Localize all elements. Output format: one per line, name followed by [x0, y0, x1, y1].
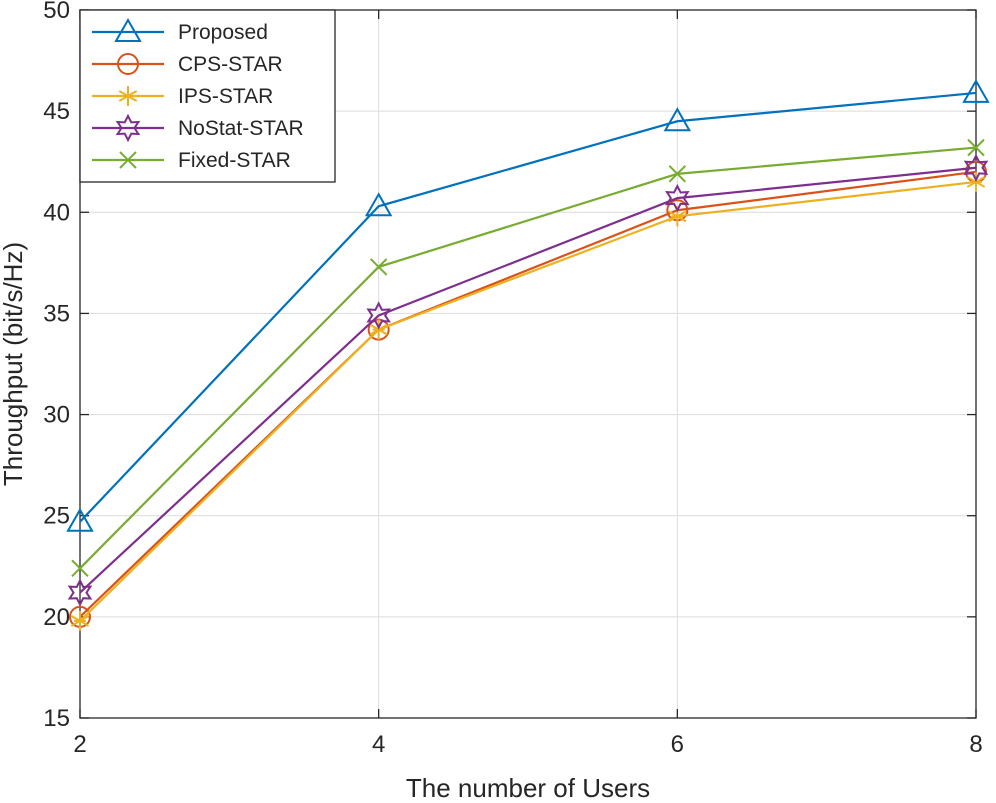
x-axis-label: The number of Users — [406, 773, 650, 803]
legend-label: Proposed — [178, 21, 268, 44]
series-ips-star — [70, 171, 986, 631]
legend-label: IPS-STAR — [178, 85, 273, 108]
triangle-marker — [962, 78, 990, 103]
x-tick-label: 6 — [671, 731, 684, 758]
y-tick-label: 25 — [43, 503, 70, 530]
legend-item-proposed: Proposed — [92, 17, 268, 44]
x-stroke — [967, 138, 985, 157]
series-line-fixed-star — [79, 146, 977, 570]
x-marker — [119, 151, 137, 169]
series-fixed-star — [71, 138, 985, 578]
legend-item-cps-star: CPS-STAR — [92, 53, 283, 76]
x-marker — [71, 559, 89, 578]
x-stroke — [71, 559, 89, 578]
x-tick-label: 2 — [73, 731, 86, 758]
y-tick-label: 45 — [43, 98, 70, 125]
series-line-proposed — [79, 91, 977, 523]
x-stroke — [119, 151, 137, 169]
series-line-ips-star — [79, 180, 977, 622]
x-marker — [967, 138, 985, 157]
y-axis-label: Throughput (bit/s/Hz) — [0, 242, 28, 486]
triangle-marker — [663, 107, 692, 132]
hexagram-marker — [366, 301, 391, 330]
y-tick-label: 50 — [43, 0, 70, 24]
series-nostat-star — [67, 153, 989, 607]
x-marker — [668, 165, 687, 183]
triangle-marker — [114, 17, 142, 42]
legend-item-fixed-star: Fixed-STAR — [92, 149, 291, 172]
y-tick-label: 35 — [43, 300, 70, 327]
hexagram-marker — [963, 153, 989, 182]
x-tick-label: 8 — [969, 731, 982, 758]
triangle-marker — [66, 507, 94, 532]
series-cps-star — [69, 160, 987, 628]
y-tick-label: 15 — [43, 705, 70, 732]
hexagram-marker — [115, 113, 141, 143]
legend-item-nostat-star: NoStat-STAR — [92, 113, 304, 143]
legend-label: CPS-STAR — [178, 53, 283, 76]
axis-ticks: 2 4 6 8 15 20 25 30 35 40 45 50 — [43, 0, 982, 758]
plot-area-frame — [79, 9, 977, 719]
hexagram-marker — [665, 183, 690, 213]
series-proposed — [66, 78, 990, 532]
asterisk-marker — [70, 610, 90, 631]
triangle-marker — [364, 192, 393, 217]
x-stroke — [369, 258, 388, 276]
y-tick-label: 30 — [43, 402, 70, 429]
legend-label: Fixed-STAR — [178, 149, 291, 172]
x-stroke — [668, 165, 687, 183]
series-line-nostat-star — [79, 166, 977, 594]
series-lines — [66, 78, 990, 631]
legend: Proposed CPS-STAR IPS-STAR NoStat-STAR Fixed… — [79, 9, 336, 183]
circle-marker — [117, 53, 139, 75]
x-marker — [369, 258, 388, 276]
asterisk-marker — [118, 86, 138, 106]
series-line-cps-star — [79, 170, 977, 618]
legend-item-ips-star: IPS-STAR — [92, 85, 273, 108]
legend-label: NoStat-STAR — [178, 117, 304, 140]
y-tick-label: 40 — [43, 199, 70, 226]
x-tick-label: 4 — [372, 731, 385, 758]
y-tick-label: 20 — [43, 604, 70, 631]
hexagram-marker — [67, 578, 93, 607]
